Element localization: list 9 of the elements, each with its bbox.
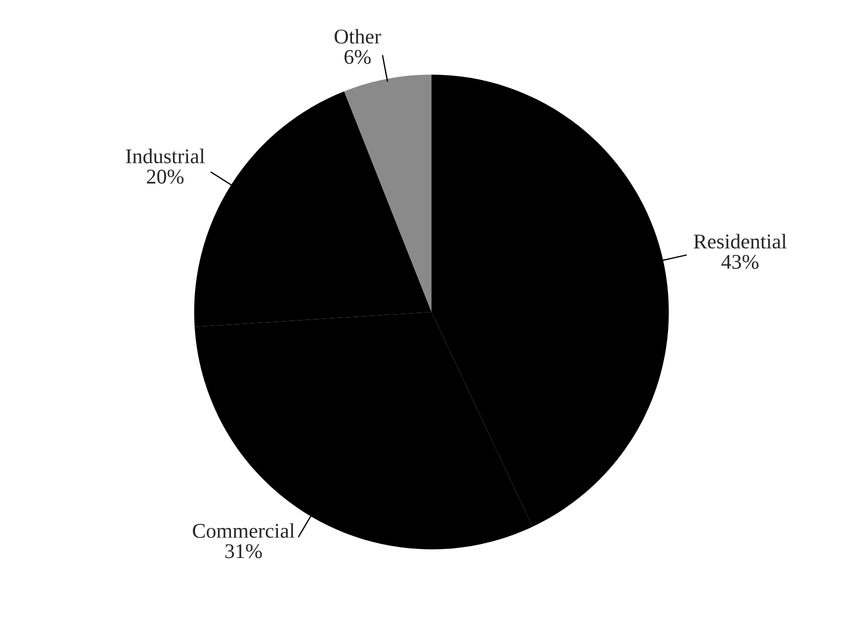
slice-label: Residential <box>694 234 787 249</box>
data-label: 31% <box>225 544 262 558</box>
slice-label: Other <box>334 28 382 44</box>
slice-label: Industrial <box>126 148 205 164</box>
data-label: 20% <box>146 170 184 184</box>
pie-slice <box>344 74 432 312</box>
data-label: 43% <box>721 254 758 269</box>
slice-label: Commercial <box>192 523 295 538</box>
data-label: 6% <box>344 50 371 64</box>
